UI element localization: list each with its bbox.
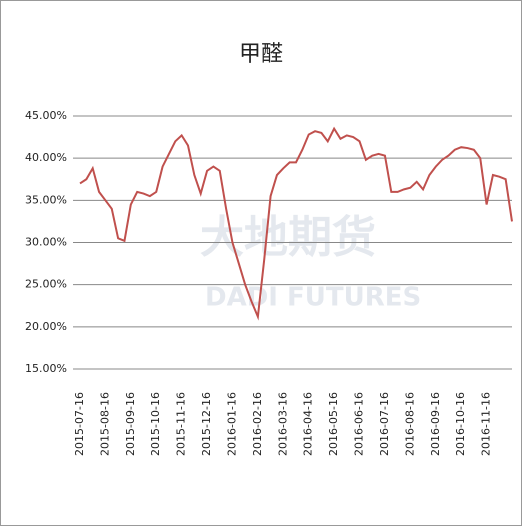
x-tick-label: 2015-07-16 [73, 392, 86, 456]
x-tick-label: 2016-10-16 [454, 392, 467, 456]
y-tick-label: 20.00% [25, 320, 67, 333]
watermark: 大地期货 [200, 212, 376, 263]
x-tick-label: 2016-05-16 [327, 392, 340, 456]
x-tick-label: 2016-09-16 [429, 392, 442, 456]
line [79, 126, 513, 321]
x-tick-label: 2016-01-16 [225, 392, 238, 456]
y-tick-label: 40.00% [25, 151, 67, 164]
x-tick-label: 2016-02-16 [251, 392, 264, 456]
x-tick-label: 2015-12-16 [200, 392, 213, 456]
y-tick-label: 25.00% [25, 278, 67, 291]
x-tick-label: 2015-09-16 [124, 392, 137, 456]
x-tick-label: 2015-11-16 [175, 392, 188, 456]
y-tick-label: 15.00% [25, 362, 67, 375]
x-tick-label: 2015-10-16 [149, 392, 162, 456]
x-tick-label: 2016-07-16 [378, 392, 391, 456]
watermark: DADI FUTURES [205, 283, 421, 313]
y-tick-label: 30.00% [25, 236, 67, 249]
x-tick-label: 2016-06-16 [353, 392, 366, 456]
x-tick-label: 2015-08-16 [98, 392, 111, 456]
y-tick-label: 35.00% [25, 193, 67, 206]
x-tick-label: 2016-04-16 [302, 392, 315, 456]
chart-title: 甲醛 [239, 42, 283, 67]
y-tick-label: 45.00% [25, 109, 67, 122]
x-tick-label: 2016-03-16 [276, 392, 289, 456]
x-tick-label: 2016-08-16 [403, 392, 416, 456]
x-tick-label: 2016-11-16 [480, 392, 493, 456]
